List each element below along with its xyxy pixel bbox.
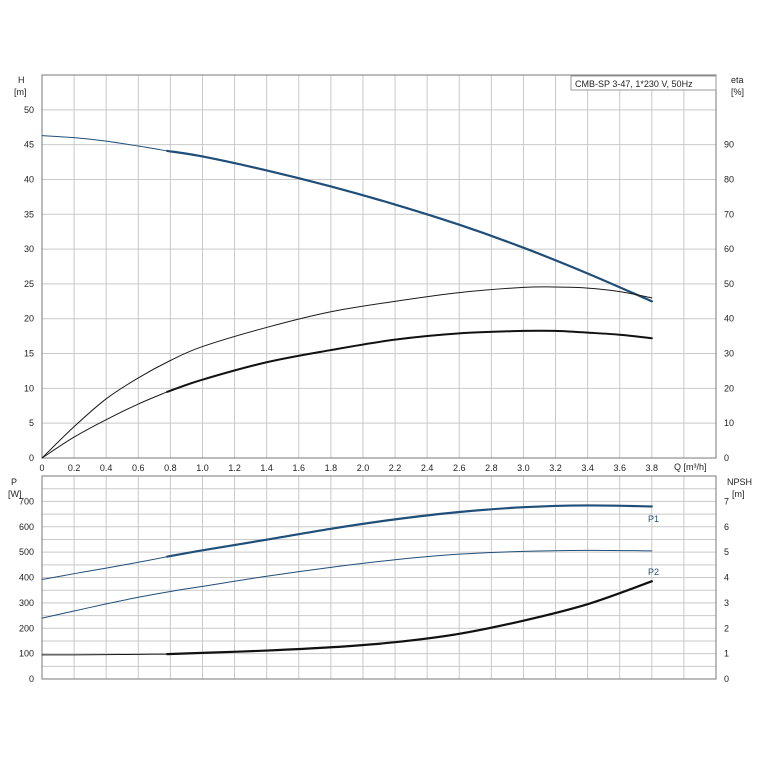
x-tick-label: 1.4 — [260, 463, 273, 473]
lower-y2-tick-label: 7 — [724, 496, 729, 506]
lower-y-tick-label: 100 — [19, 649, 34, 659]
x-tick-label: 0.6 — [132, 463, 145, 473]
lower-ticks: 0 100 200 300 400 500 600 700 0 1 2 3 4 5 6 7 — [19, 496, 729, 684]
x-tick-label: 1.2 — [228, 463, 241, 473]
y2-tick-label: 50 — [724, 279, 734, 289]
lower-y-tick-label: 200 — [19, 623, 34, 633]
x-tick-label: 3.2 — [549, 463, 562, 473]
x-tick-label: 2.4 — [421, 463, 434, 473]
y2-tick-label: 70 — [724, 209, 734, 219]
lower-y-axis-unit: [W] — [8, 489, 22, 499]
lower-grid — [42, 476, 716, 679]
x-axis-label: Q [m³/h] — [674, 462, 707, 472]
upper-y-axis-label: H — [18, 75, 25, 85]
legend-label-p1: P1 — [648, 514, 659, 524]
lower-series — [41, 504, 653, 656]
x-tick-label: 2.2 — [389, 463, 402, 473]
y-tick-label: 30 — [24, 244, 34, 254]
chart-title: CMB-SP 3-47, 1*230 V, 50Hz — [575, 79, 693, 89]
y-tick-label: 35 — [24, 209, 34, 219]
x-tick-label: 2.0 — [357, 463, 370, 473]
x-tick-label: 3.0 — [517, 463, 530, 473]
y-tick-label: 50 — [24, 105, 34, 115]
y2-tick-label: 40 — [724, 314, 734, 324]
legend-label-p2: P2 — [648, 567, 659, 577]
lower-y-tick-label: 400 — [19, 573, 34, 583]
lower-y-tick-label: 700 — [19, 496, 34, 506]
lower-y2-tick-label: 6 — [724, 522, 729, 532]
upper-ticks: 0 0.2 0.4 0.6 0.8 1.0 1.2 1.4 1.6 1.8 2.0 2.2 2.4 2.6… — [24, 105, 734, 473]
lower-y2-tick-label: 1 — [724, 649, 729, 659]
upper-head-curve — [166, 149, 653, 303]
lower-y-tick-label: 300 — [19, 598, 34, 608]
lower-plot-frame — [41, 475, 717, 680]
x-tick-label: 3.6 — [613, 463, 626, 473]
x-tick-label: 0.2 — [68, 463, 81, 473]
upper-grid — [42, 75, 716, 458]
lower-p1-curve — [41, 556, 168, 581]
y2-tick-label: 10 — [724, 418, 734, 428]
x-tick-label: 3.8 — [646, 463, 659, 473]
lower-y2-tick-label: 5 — [724, 547, 729, 557]
lower-y2-axis-label: NPSH — [727, 477, 752, 487]
upper-eta-total-curve — [41, 286, 653, 459]
x-tick-label: 1.0 — [196, 463, 209, 473]
x-tick-label: 0.8 — [164, 463, 177, 473]
x-tick-label: 0 — [39, 463, 44, 473]
lower-y-tick-label: 500 — [19, 547, 34, 557]
y-tick-label: 45 — [24, 140, 34, 150]
chart-title-box — [570, 75, 717, 91]
y-tick-label: 40 — [24, 174, 34, 184]
upper-eta-pump-curve — [166, 329, 653, 393]
lower-npsh-curve — [166, 580, 653, 656]
y-tick-label: 25 — [24, 279, 34, 289]
y-tick-label: 20 — [24, 314, 34, 324]
lower-y-axis-label: P — [11, 477, 17, 487]
y2-tick-label: 90 — [724, 140, 734, 150]
y-tick-label: 5 — [29, 418, 34, 428]
upper-y-axis-unit: [m] — [14, 87, 27, 97]
y2-tick-label: 80 — [724, 174, 734, 184]
x-tick-label: 1.8 — [325, 463, 338, 473]
lower-y-tick-label: 600 — [19, 522, 34, 532]
y2-tick-label: 20 — [724, 383, 734, 393]
lower-panel: 0 100 200 300 400 500 600 700 0 1 2 3 4 5 6 7 P [W] NPS… — [8, 475, 752, 684]
y2-tick-label: 0 — [724, 453, 729, 463]
x-tick-label: 2.8 — [485, 463, 498, 473]
upper-eta-pump-curve — [41, 391, 168, 459]
y-tick-label: 15 — [24, 349, 34, 359]
lower-y2-tick-label: 3 — [724, 598, 729, 608]
lower-p1-curve — [166, 504, 653, 558]
lower-y2-axis-unit: [m] — [732, 489, 745, 499]
y2-tick-label: 60 — [724, 244, 734, 254]
y-tick-label: 0 — [29, 453, 34, 463]
x-tick-label: 0.4 — [100, 463, 113, 473]
upper-plot-frame — [41, 74, 717, 459]
y2-tick-label: 30 — [724, 349, 734, 359]
lower-y-tick-label: 0 — [29, 674, 34, 684]
x-tick-label: 2.6 — [453, 463, 466, 473]
y-tick-label: 10 — [24, 383, 34, 393]
lower-y2-tick-label: 0 — [724, 674, 729, 684]
lower-y2-tick-label: 4 — [724, 573, 729, 583]
upper-panel: 0 0.2 0.4 0.6 0.8 1.0 1.2 1.4 1.6 1.8 2.0 2.2 2.4 2.6… — [14, 74, 744, 473]
x-tick-label: 3.4 — [581, 463, 594, 473]
lower-p2-curve — [41, 549, 653, 619]
lower-npsh-curve — [41, 653, 168, 656]
upper-series — [41, 135, 653, 459]
upper-head-curve — [41, 135, 168, 152]
upper-y2-axis-label: eta — [731, 75, 744, 85]
upper-y2-axis-unit: [%] — [731, 87, 744, 97]
x-tick-label: 1.6 — [293, 463, 306, 473]
lower-y2-tick-label: 2 — [724, 623, 729, 633]
